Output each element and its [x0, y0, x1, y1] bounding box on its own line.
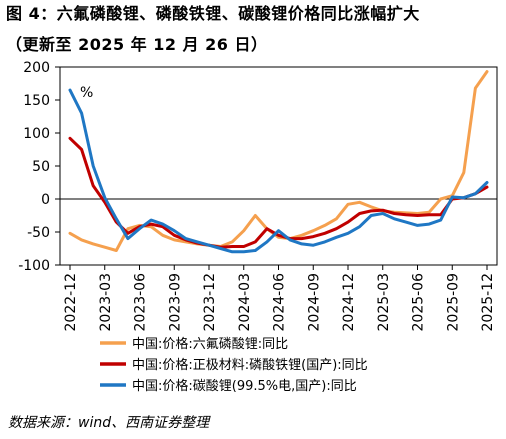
title-line-1: 图 4：六氟磷酸锂、磷酸铁锂、碳酸锂价格同比涨幅扩大: [6, 4, 420, 23]
series-line-3: [68, 88, 489, 254]
y-tick-label: -100: [18, 258, 50, 274]
y-tick-label: 150: [23, 93, 50, 109]
chart-title: 图 4：六氟磷酸锂、磷酸铁锂、碳酸锂价格同比涨幅扩大 （更新至 2025 年 1…: [6, 4, 502, 55]
y-tick-label: 0: [41, 192, 50, 208]
x-tick-label: 2024-06: [272, 273, 288, 332]
legend-label-3: 中国:价格:碳酸锂(99.5%电,国产):同比: [132, 378, 357, 394]
x-tick-label: 2024-09: [306, 273, 322, 332]
x-tick-label: 2023-12: [202, 273, 218, 332]
y-tick-label: -50: [27, 225, 50, 241]
series-line-2: [68, 136, 489, 249]
x-tick-label: 2023-09: [167, 273, 183, 332]
x-tick-label: 2024-12: [341, 273, 357, 332]
x-tick-label: 2025-03: [376, 273, 392, 332]
y-tick-label: 100: [23, 126, 50, 142]
y-unit-label: %: [80, 85, 93, 101]
x-tick-label: 2025-12: [480, 273, 496, 332]
data-source-note: 数据来源：wind、西南证券整理: [8, 415, 210, 431]
y-tick-label: 200: [23, 60, 50, 76]
x-tick-label: 2023-06: [133, 273, 149, 332]
x-tick-label: 2023-03: [98, 273, 114, 332]
x-tick-label: 2025-09: [445, 273, 461, 332]
x-tick-label: 2025-06: [411, 273, 427, 332]
legend-label-1: 中国:价格:六氟磷酸锂:同比: [132, 336, 288, 352]
y-tick-label: 50: [32, 159, 50, 175]
title-line-2: （更新至 2025 年 12 月 26 日）: [6, 35, 268, 54]
x-tick-label: 2022-12: [63, 273, 79, 332]
legend-label-2: 中国:价格:正极材料:磷酸铁锂(国产):同比: [132, 357, 368, 373]
x-tick-label: 2024-03: [237, 273, 253, 332]
